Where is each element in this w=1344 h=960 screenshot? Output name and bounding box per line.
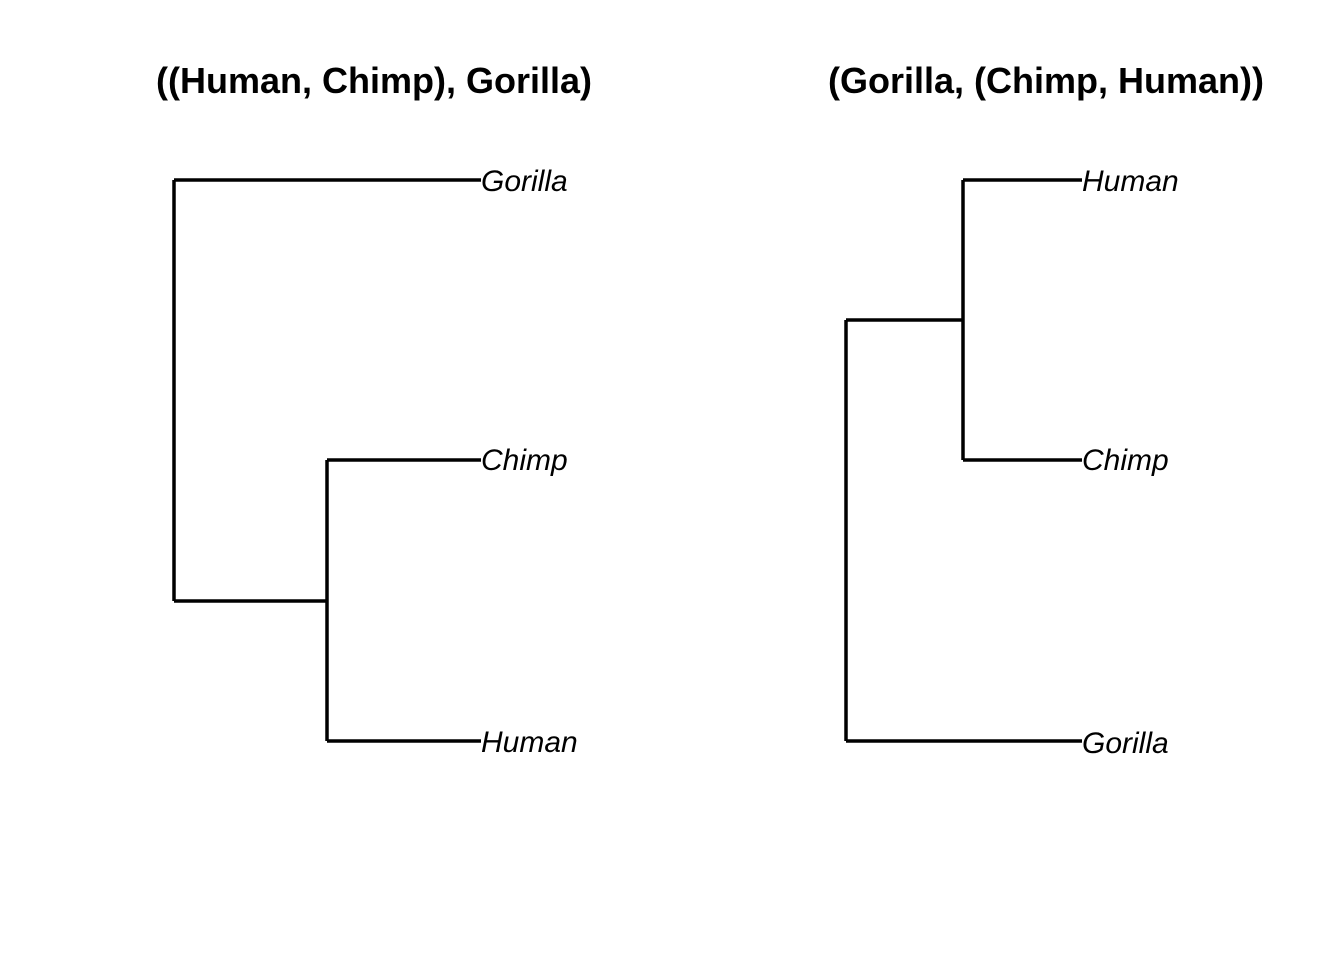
tip-label-chimp: Chimp xyxy=(1082,444,1169,477)
tree-right-title: (Gorilla, (Chimp, Human)) xyxy=(828,60,1264,101)
tip-label-human: Human xyxy=(481,726,578,759)
tip-label-chimp: Chimp xyxy=(481,444,568,477)
tree-left: ((Human, Chimp), Gorilla) Gorilla Chimp … xyxy=(156,60,592,759)
tip-label-gorilla: Gorilla xyxy=(481,165,568,198)
tip-label-human: Human xyxy=(1082,165,1179,198)
tree-left-title: ((Human, Chimp), Gorilla) xyxy=(156,60,592,101)
tip-label-gorilla: Gorilla xyxy=(1082,727,1169,760)
tree-right: (Gorilla, (Chimp, Human)) Human Chimp Go… xyxy=(828,60,1264,760)
